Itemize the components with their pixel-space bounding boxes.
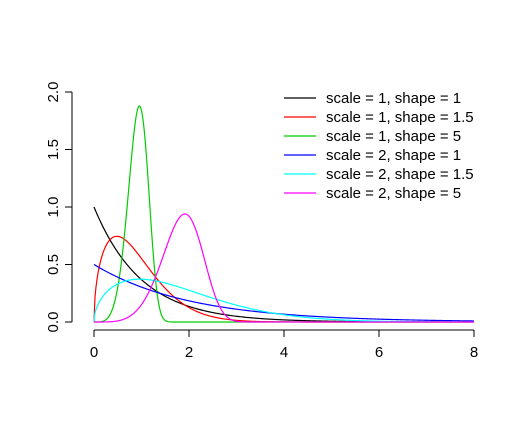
legend-label: scale = 2, shape = 1: [326, 147, 461, 164]
legend-label: scale = 2, shape = 1.5: [326, 166, 474, 183]
x-tick-label: 4: [280, 344, 288, 361]
y-tick-label: 1.0: [45, 197, 62, 218]
legend-label: scale = 1, shape = 5: [326, 128, 461, 145]
x-tick-label: 0: [90, 344, 98, 361]
legend-label: scale = 2, shape = 5: [326, 185, 461, 202]
x-tick-label: 6: [375, 344, 383, 361]
x-tick-label: 8: [470, 344, 478, 361]
series-line-4: [93, 263, 475, 322]
series-lines: [93, 105, 475, 323]
y-tick-label: 1.5: [45, 139, 62, 160]
series-line-2: [93, 235, 474, 323]
legend-label: scale = 1, shape = 1: [326, 90, 461, 107]
y-tick-label: 0.5: [45, 254, 62, 275]
series-line-6: [94, 213, 474, 323]
y-tick-label: 0.0: [45, 312, 62, 333]
legend-label: scale = 1, shape = 1.5: [326, 109, 474, 126]
y-axis-ticks: 0.0 0.5 1.0 1.5 2.0: [45, 82, 72, 333]
series-line-5: [93, 278, 474, 323]
legend: scale = 1, shape = 1 scale = 1, shape = 1…: [284, 90, 474, 202]
y-tick-label: 2.0: [45, 82, 62, 103]
x-tick-label: 2: [185, 344, 193, 361]
x-axis-ticks: 0 2 4 6 8: [90, 330, 478, 361]
